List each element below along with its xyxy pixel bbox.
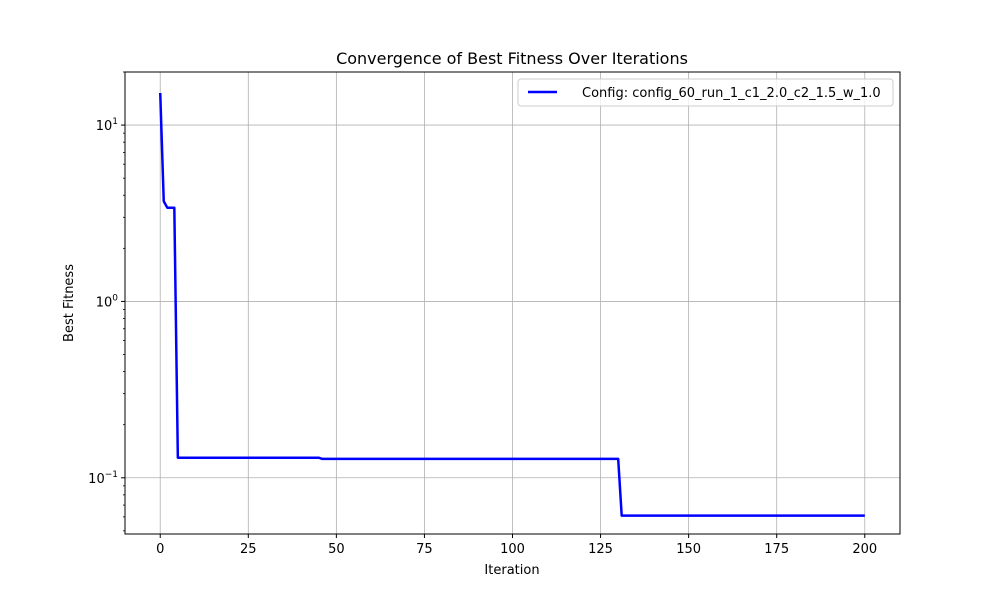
y-tick-label: 10−1: [88, 470, 118, 487]
x-tick-label: 0: [156, 542, 164, 557]
x-tick-label: 200: [852, 542, 877, 557]
series-layer: [158, 92, 865, 517]
x-tick-label: 50: [328, 542, 345, 557]
x-tick-label: 75: [416, 542, 433, 557]
x-tick-label: 150: [676, 542, 701, 557]
x-axis-label: Iteration: [484, 563, 539, 578]
y-tick-label-exponent: −1: [105, 470, 118, 480]
legend-label: Config: config_60_run_1_c1_2.0_c2_1.5_w_…: [582, 86, 881, 101]
x-tick-label: 100: [500, 542, 525, 557]
legend: Config: config_60_run_1_c1_2.0_c2_1.5_w_…: [517, 78, 894, 107]
grid: [125, 72, 900, 534]
series-line-0: [158, 92, 865, 517]
x-tick-label: 125: [588, 542, 613, 557]
chart-title: Convergence of Best Fitness Over Iterati…: [336, 49, 688, 68]
x-tick-label: 175: [764, 542, 789, 557]
x-tick-label: 25: [240, 542, 257, 557]
y-tick-label-base: 10: [96, 295, 113, 310]
y-tick-label: 101: [96, 117, 118, 134]
y-axis-label: Best Fitness: [62, 264, 77, 342]
y-tick-label-exponent: 0: [112, 293, 118, 303]
y-tick-label-base: 10: [88, 472, 105, 487]
x-axis: 0 25 50 75 100 125 150 175 200: [156, 534, 877, 557]
legend-box: [517, 78, 894, 107]
y-tick-label-exponent: 1: [112, 117, 118, 127]
y-tick-label: 100: [96, 293, 119, 310]
y-tick-label-base: 10: [96, 119, 113, 134]
